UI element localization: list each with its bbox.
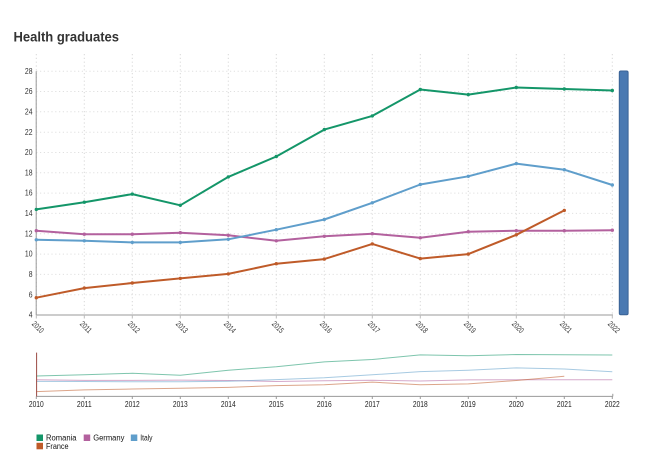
svg-text:2018: 2018 [413, 399, 428, 409]
svg-text:2020: 2020 [509, 399, 524, 409]
svg-text:14: 14 [25, 209, 33, 218]
svg-text:20: 20 [25, 148, 33, 157]
svg-text:2019: 2019 [461, 399, 476, 409]
svg-text:28: 28 [25, 67, 33, 76]
svg-text:2015: 2015 [269, 399, 284, 409]
svg-text:2012: 2012 [125, 399, 140, 409]
svg-text:2022: 2022 [605, 399, 620, 409]
svg-text:Germany: Germany [93, 434, 124, 443]
svg-text:2016: 2016 [317, 399, 332, 409]
svg-text:Romania: Romania [46, 434, 77, 443]
svg-text:2014: 2014 [221, 399, 236, 409]
svg-text:8: 8 [29, 270, 33, 279]
svg-text:2011: 2011 [77, 399, 92, 409]
svg-text:2017: 2017 [365, 399, 380, 409]
svg-text:24: 24 [25, 107, 33, 116]
svg-text:Italy: Italy [140, 434, 152, 443]
svg-text:6: 6 [29, 290, 33, 299]
svg-text:16: 16 [25, 189, 33, 198]
svg-text:2010: 2010 [29, 399, 44, 409]
svg-text:2013: 2013 [173, 399, 188, 409]
svg-text:4: 4 [29, 311, 33, 320]
svg-text:Health graduates: Health graduates [14, 29, 120, 45]
svg-text:France: France [46, 442, 69, 451]
svg-text:18: 18 [25, 168, 33, 177]
svg-text:22: 22 [25, 128, 33, 137]
svg-text:12: 12 [25, 229, 33, 238]
svg-text:26: 26 [25, 87, 33, 96]
svg-text:2021: 2021 [557, 399, 572, 409]
svg-text:10: 10 [25, 250, 33, 259]
